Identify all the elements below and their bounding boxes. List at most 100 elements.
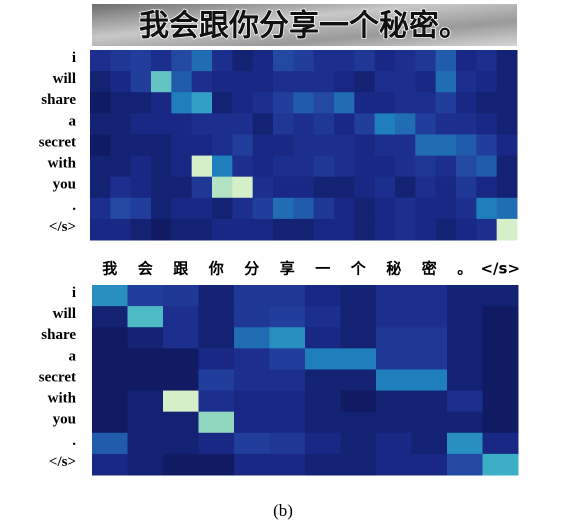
heatmap-cell [334, 92, 355, 114]
heatmap-cell [435, 134, 457, 157]
heatmap-cell [376, 411, 412, 434]
heatmap-cell [482, 327, 519, 349]
heatmap-cell [171, 92, 193, 114]
heatmap-cell [376, 432, 412, 455]
heatmap-cell [293, 218, 315, 241]
heatmap-cell [305, 432, 341, 455]
heatmap-cell [447, 285, 483, 307]
heatmap-cell [234, 306, 270, 328]
column-label: 我 [102, 260, 117, 278]
heatmap-cell [130, 92, 152, 114]
heatmap-cell [232, 197, 254, 220]
heatmap-cell [435, 113, 457, 135]
heatmap-cell [313, 197, 335, 220]
heatmap-cell [447, 453, 483, 476]
column-label: 分 [244, 260, 259, 278]
heatmap-cell [334, 113, 355, 135]
heatmap-cell [476, 71, 498, 93]
heatmap-cell [496, 134, 518, 157]
heatmap-cell [163, 432, 199, 455]
heatmap-cell [130, 176, 152, 199]
heatmap-cell [273, 134, 294, 157]
heatmap-cell [340, 285, 377, 307]
heatmap-cell [340, 390, 377, 413]
heatmap-cell [234, 453, 270, 476]
heatmap-cell [110, 92, 132, 114]
heatmap-cell [232, 113, 254, 135]
heatmap-cell [252, 197, 274, 220]
heatmap-cell [313, 176, 335, 199]
heatmap-cell [127, 327, 164, 349]
heatmap-cell [110, 218, 132, 241]
heatmap-cell [110, 50, 132, 72]
heatmap-cell [376, 390, 412, 413]
heatmap-cell [482, 348, 519, 370]
heatmap-cell [305, 348, 341, 370]
heatmap-cell [212, 92, 233, 114]
heatmap-cell [411, 390, 448, 413]
heatmap-cell [92, 390, 128, 413]
heatmap-cell [92, 369, 128, 392]
heatmap-cell [198, 390, 235, 413]
heatmap-cell [234, 369, 270, 392]
heatmap-cell [476, 134, 498, 157]
heatmap-cell [482, 411, 519, 434]
heatmap-cell [496, 155, 518, 178]
heatmap-cell [496, 71, 518, 93]
heatmap-cell [354, 113, 376, 135]
heatmap-cell [151, 176, 172, 199]
heatmap-cell [273, 197, 294, 220]
heatmap-cell [456, 197, 477, 220]
heatmap-cell [374, 176, 396, 199]
banner-text: 我会跟你分享一个秘密。 [139, 9, 469, 44]
heatmap-cell [435, 92, 457, 114]
heatmap-cell [151, 218, 172, 241]
heatmap-cell [151, 155, 172, 178]
heatmap-cell [269, 411, 306, 434]
heatmap-cell [354, 134, 376, 157]
column-label: 跟 [173, 260, 189, 278]
column-label: 一 [315, 260, 330, 278]
heatmap-cell [305, 285, 341, 307]
heatmap-cell [127, 348, 164, 370]
heatmap-cell [212, 71, 233, 93]
heatmap-cell [212, 50, 233, 72]
column-label: 密 [422, 260, 437, 278]
heatmap-cell [313, 155, 335, 178]
heatmap-cell [334, 218, 355, 241]
heatmap-cell [191, 71, 213, 93]
heatmap-cell [252, 50, 274, 72]
heatmap-cell [376, 327, 412, 349]
heatmap-cell [415, 50, 437, 72]
heatmap-cell [127, 306, 164, 328]
heatmap-cell [447, 390, 483, 413]
heatmap-cell [395, 71, 416, 93]
heatmap-cell [293, 155, 315, 178]
heatmap-cell [411, 327, 448, 349]
heatmap-cell [476, 113, 498, 135]
heatmap-cell [376, 369, 412, 392]
row-label: secret [39, 369, 76, 385]
heatmap-cell [110, 71, 132, 93]
heatmap-cell [127, 285, 164, 307]
heatmap-cell [313, 113, 335, 135]
column-label: </s> [480, 260, 520, 278]
heatmap-cell [92, 327, 128, 349]
column-label: 个 [350, 260, 367, 278]
heatmap-cell [171, 134, 193, 157]
heatmap-cell [92, 348, 128, 370]
heatmap-cell [252, 113, 274, 135]
heatmap-cell [374, 113, 396, 135]
heatmap-cell [447, 327, 483, 349]
row-label: i [72, 50, 76, 66]
heatmap-cell [90, 155, 111, 178]
heatmap-cell [435, 50, 457, 72]
heatmap-cell [456, 176, 477, 199]
heatmap-cell [482, 285, 519, 307]
heatmap-cell [90, 176, 111, 199]
heatmap-cell [232, 176, 254, 199]
heatmap-cell [110, 113, 132, 135]
heatmap-cell [127, 369, 164, 392]
heatmap-cell [212, 218, 233, 241]
heatmap-cell [234, 390, 270, 413]
